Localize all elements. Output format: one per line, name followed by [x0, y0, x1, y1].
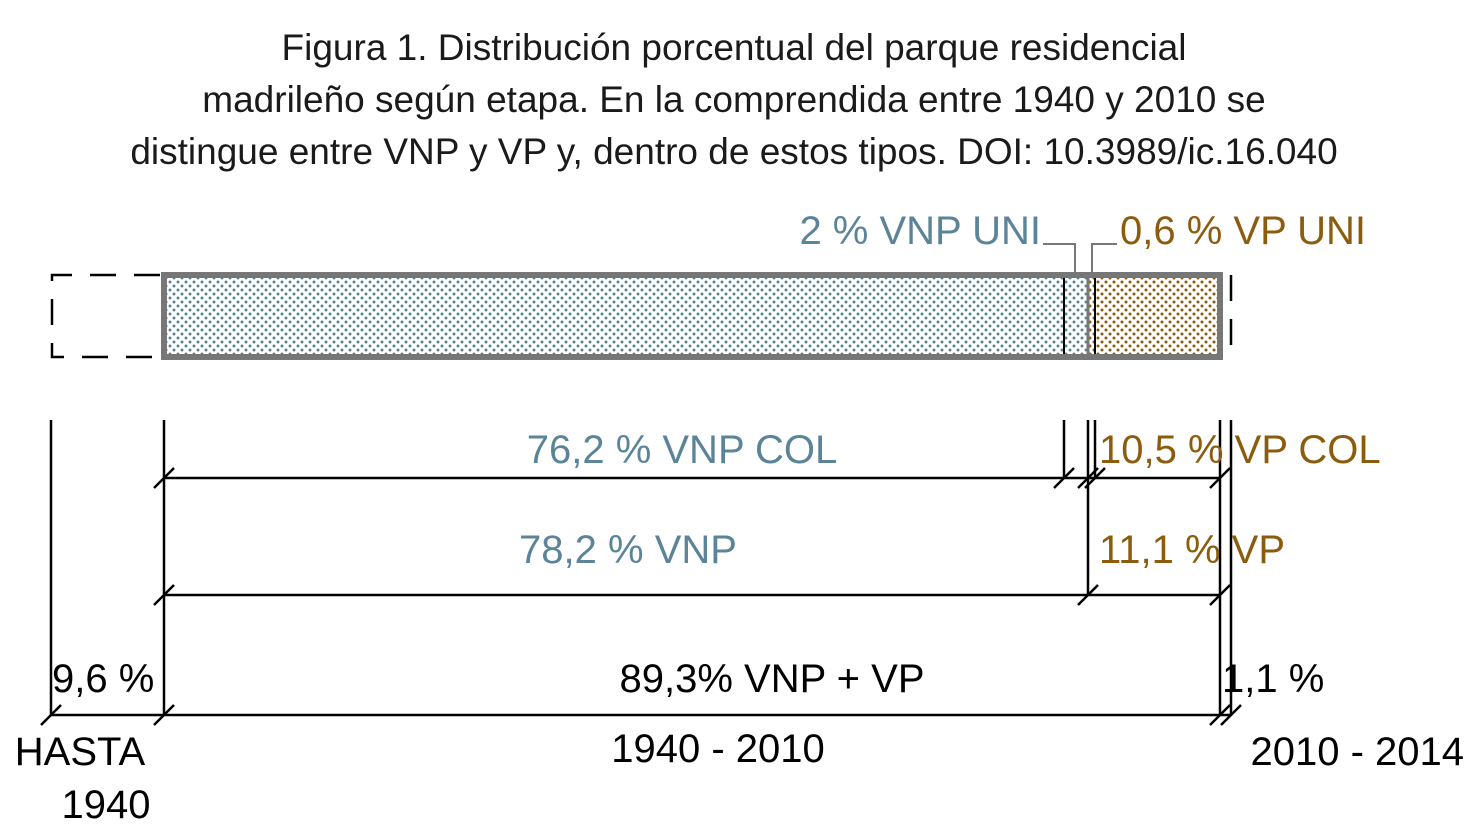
dim-ticks-period	[40, 704, 1242, 726]
vnp-col-label: 76,2 % VNP COL	[527, 428, 838, 472]
vnp-uni-leader	[1043, 243, 1076, 275]
figure-title: Figura 1. Distribución porcentual del pa…	[0, 22, 1468, 178]
p2010-2014-percent: 1,1 %	[1222, 657, 1324, 701]
p1940-2010-period: 1940 - 2010	[611, 727, 825, 771]
title-line-1: Figura 1. Distribución porcentual del pa…	[281, 27, 1187, 68]
main-bar-border	[161, 272, 1223, 360]
vp-col-label: 10,5 % VP COL	[1099, 428, 1381, 472]
vp-uni-leader	[1091, 243, 1117, 275]
vnp-label: 78,2 % VNP	[519, 528, 737, 572]
p1940-2010-percent: 89,3% VNP + VP	[620, 657, 925, 701]
title-line-3: distingue entre VNP y VP y, dentro de es…	[130, 131, 1338, 172]
p2010-2014-period: 2010 - 2014	[1250, 730, 1464, 774]
vp-uni-label: 0,6 % VP UNI	[1120, 209, 1366, 253]
vp-uni-bar	[1088, 275, 1095, 357]
hasta-1940-period-2: 1940	[62, 783, 151, 827]
hasta-1940-dashed-box	[50, 273, 160, 359]
dim-ticks-col	[153, 467, 1231, 489]
hasta-1940-period: HASTA	[15, 730, 146, 774]
dim-ticks-type	[153, 584, 1231, 606]
vnp-uni-label: 2 % VNP UNI	[799, 209, 1041, 253]
vp-col-bar	[1095, 275, 1220, 357]
vnp-uni-bar	[1064, 275, 1088, 357]
vnp-col-bar	[164, 275, 1064, 357]
title-line-2: madrileño según etapa. En la comprendida…	[202, 79, 1266, 120]
vp-label: 11,1 % VP	[1099, 528, 1285, 572]
hasta-1940-percent: 9,6 %	[52, 657, 154, 701]
